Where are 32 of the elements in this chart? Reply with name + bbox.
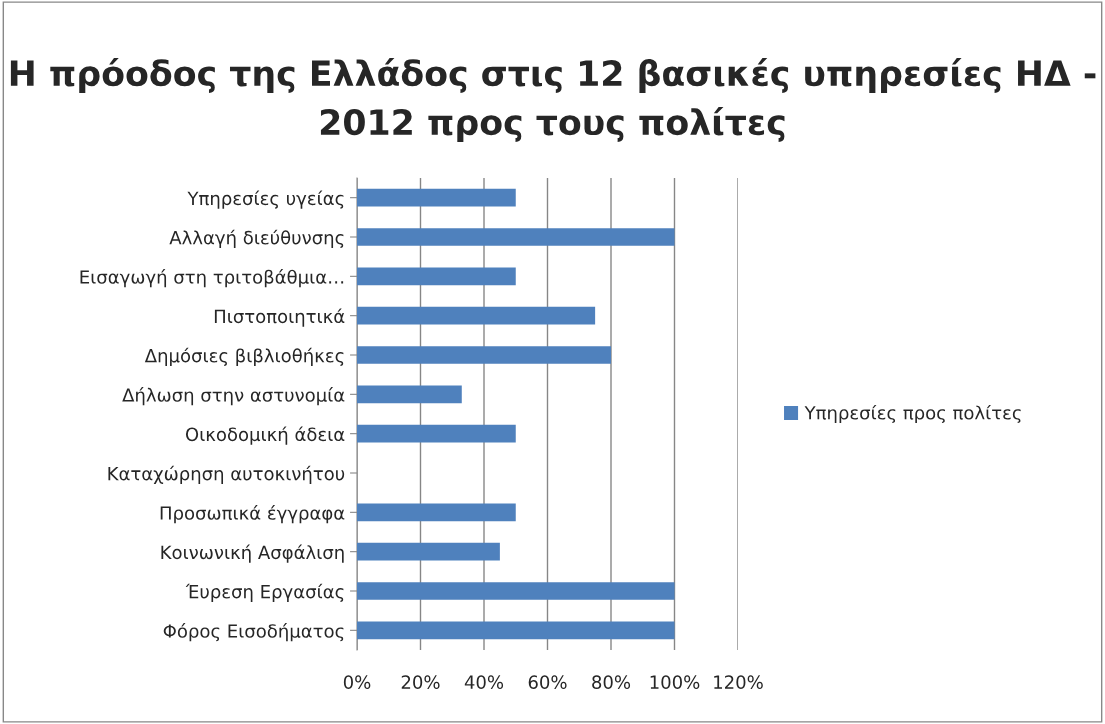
chart-title: Η πρόοδος της Ελλάδος στις 12 βασικές υπηρεσίες ΗΔ - 2012 προς τους πολίτες xyxy=(10,58,1096,142)
bar xyxy=(357,503,516,522)
y-tick-label: Δημόσιες βιβλιοθήκες xyxy=(144,347,344,367)
bar xyxy=(357,306,596,325)
x-tick-label: 100% xyxy=(650,675,700,689)
bar xyxy=(357,542,500,561)
y-tick-label: Καταχώρηση αυτοκινήτου xyxy=(108,465,345,484)
y-tick-label: Έυρεση Εργασίας xyxy=(185,583,344,603)
x-tick-label: 0% xyxy=(343,675,371,689)
x-tick-label: 80% xyxy=(592,675,631,689)
bar xyxy=(357,267,516,286)
y-tick-label: Δήλωση στην αστυνομία xyxy=(122,387,345,406)
y-tick-label: Αλλαγή διεύθυνσης xyxy=(169,229,344,249)
bar xyxy=(357,424,516,443)
y-tick-label: Υπηρεσίες υγείας xyxy=(187,190,344,209)
bar xyxy=(357,582,675,600)
y-tick-label: Εισαγωγή στη τριτοβάθμια… xyxy=(80,269,344,288)
bar xyxy=(357,188,516,207)
y-tick-label: Οικοδομική άδεια xyxy=(185,426,345,445)
x-tick-label: 20% xyxy=(401,675,440,689)
x-tick-label: 40% xyxy=(464,675,504,689)
legend-label: Υπηρεσίες προς πολίτες xyxy=(804,404,1021,424)
bar xyxy=(357,228,675,246)
y-tick-label: Κοινωνική Ασφάλιση xyxy=(161,544,344,563)
y-tick-label: Πιστοποιητικά xyxy=(214,308,345,327)
y-tick-label: Προσωπικά έγγραφα xyxy=(160,505,345,524)
bar xyxy=(357,346,611,364)
bar xyxy=(357,385,462,404)
bar xyxy=(357,621,675,640)
y-tick-label: Φόρος Εισοδήματος xyxy=(163,623,344,642)
x-tick-label: 120% xyxy=(714,675,763,689)
x-tick-label: 60% xyxy=(528,675,567,689)
